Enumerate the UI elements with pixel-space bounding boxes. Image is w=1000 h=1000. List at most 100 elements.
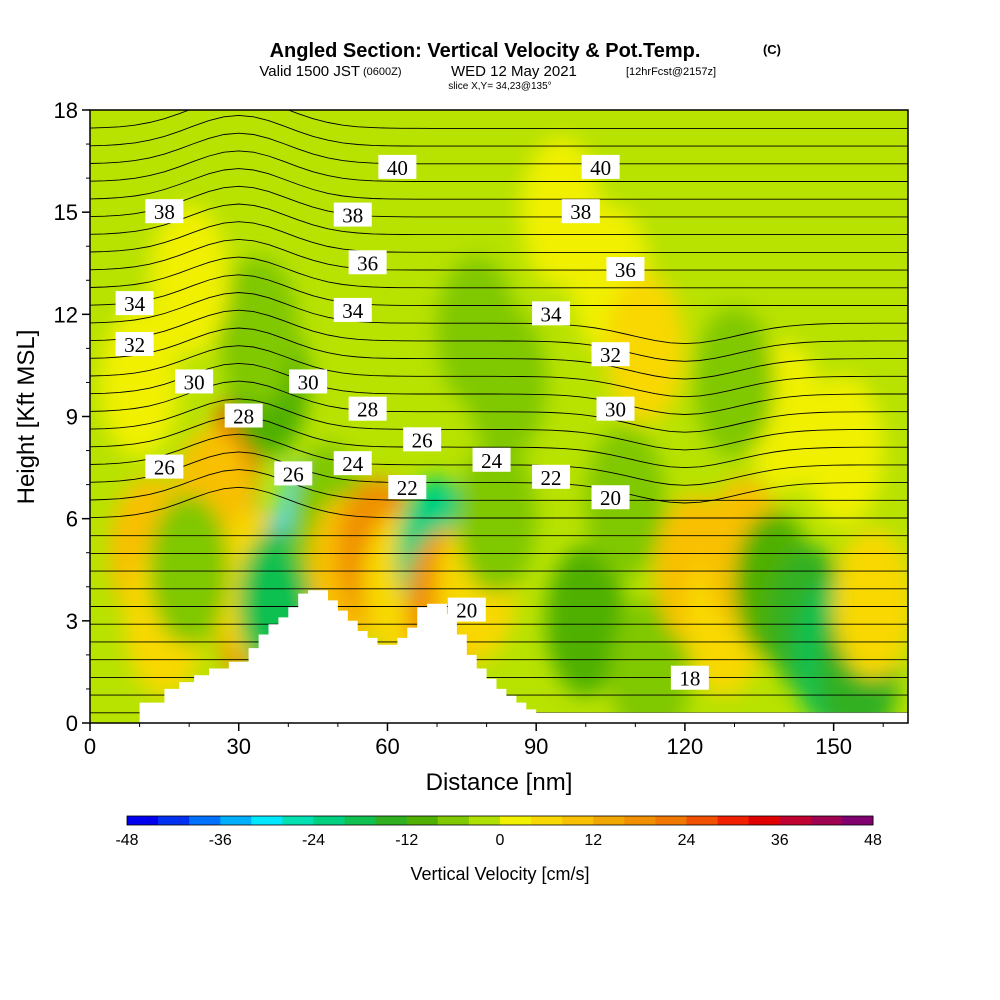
- velocity-cell-23: [520, 137, 601, 288]
- theta-contour-line-17: [90, 380, 908, 433]
- theta-contour-line-12: [90, 469, 908, 501]
- colorbar: -48 -36 -24 -12 0 12 24 36 48: [115, 815, 882, 849]
- theta-contour-line-24: [90, 256, 908, 289]
- contour-label: 34: [333, 297, 372, 323]
- theta-contour-line-18: [90, 362, 908, 415]
- contour-label: 20: [591, 485, 630, 510]
- contour-label-text: 24: [342, 452, 364, 476]
- contour-label-text: 20: [456, 599, 477, 623]
- colorbar-tick-label: 48: [864, 832, 882, 849]
- theta-contour-line-26: [90, 221, 908, 253]
- colorbar-swatch: [500, 816, 532, 825]
- colorbar-frame: [126, 815, 874, 826]
- y-tick-label: 18: [54, 98, 78, 123]
- subtitle-valid-line: Valid 1500 JST (0600Z) WED 12 May 2021 […: [259, 63, 716, 80]
- contour-label: 18: [670, 665, 709, 691]
- contour-label: 34: [532, 301, 571, 326]
- colorbar-tick-label: 0: [496, 832, 505, 849]
- colorbar-swatch: [189, 816, 221, 825]
- colorbar-swatch: [686, 816, 719, 825]
- theta-contour-line-28: [90, 185, 908, 218]
- contour-label-text: 22: [541, 466, 562, 490]
- contour-label: 40: [378, 154, 417, 180]
- contour-label-text: 34: [342, 299, 364, 323]
- x-tick-label: 120: [667, 734, 704, 759]
- contour-label-text: 36: [357, 251, 378, 275]
- contour-label-text: 24: [481, 449, 503, 473]
- contour-label-text: 34: [541, 302, 563, 326]
- theta-contour-line-22: [90, 292, 908, 345]
- colorbar-swatch: [220, 816, 252, 825]
- velocity-cell-28: [149, 494, 230, 645]
- contour-label-text: 26: [154, 456, 175, 480]
- contour-label: 40: [581, 154, 620, 180]
- x-tick-label: 0: [84, 734, 96, 759]
- contour-label: 34: [115, 291, 154, 316]
- contour-label: 38: [145, 199, 184, 224]
- contour-label-text: 22: [397, 476, 418, 500]
- y-tick-label: 9: [66, 405, 78, 430]
- contour-label-text: 38: [154, 200, 175, 224]
- theta-contour-line-19: [90, 345, 908, 398]
- contour-label: 26: [145, 454, 184, 480]
- x-tick-label: 30: [226, 734, 250, 759]
- colorbar-swatch: [158, 816, 190, 825]
- contour-label-text: 40: [387, 156, 408, 180]
- velocity-cell-18: [456, 443, 537, 594]
- contour-label-text: 26: [412, 428, 433, 452]
- colorbar-swatch: [779, 816, 812, 825]
- colorbar-swatch: [562, 816, 594, 825]
- colorbar-swatch: [344, 816, 377, 825]
- contour-label: 38: [333, 202, 372, 228]
- contour-label-text: 38: [342, 204, 363, 228]
- velocity-cell-22: [605, 273, 686, 424]
- colorbar-swatch: [655, 816, 687, 825]
- colorbar-swatch: [437, 816, 470, 825]
- contour-label-text: 30: [605, 398, 626, 422]
- theta-contour-line-33: [90, 110, 908, 129]
- colorbar-swatch: [127, 816, 159, 825]
- theta-contour-line-20: [90, 327, 908, 380]
- contour-label: 22: [388, 475, 427, 500]
- chart-title-mark: (C): [763, 42, 781, 57]
- theta-contour-line-16: [90, 398, 908, 451]
- contour-label: 28: [348, 396, 387, 422]
- y-tick-label: 12: [54, 302, 78, 327]
- subtitle-fcst: [12hrFcst@2157z]: [626, 66, 716, 78]
- theta-contour-line-13: [90, 451, 908, 504]
- velocity-cell-29: [545, 545, 626, 696]
- colorbar-swatch: [282, 816, 314, 825]
- colorbar-tick-label: 24: [678, 832, 696, 849]
- colorbar-title: Vertical Velocity [cm/s]: [410, 864, 589, 884]
- y-tick-label: 0: [66, 711, 78, 736]
- contour-label: 30: [175, 369, 214, 394]
- colorbar-tick-label: -12: [395, 832, 418, 849]
- subtitle-utc: (0600Z): [363, 66, 402, 78]
- y-axis-title: Height [Kft MSL]: [13, 330, 40, 505]
- chart-title: Angled Section: Vertical Velocity & Pot.…: [270, 40, 701, 62]
- colorbar-swatch: [593, 816, 625, 825]
- x-tick-label: 90: [524, 734, 548, 759]
- contour-label: 30: [596, 396, 635, 422]
- subtitle-date: WED 12 May 2021: [451, 63, 577, 80]
- y-tick-label: 3: [66, 609, 78, 634]
- theta-contour-line-27: [90, 203, 908, 236]
- colorbar-swatch: [841, 816, 874, 825]
- colorbar-tick-label: 36: [771, 832, 789, 849]
- theta-contour-line-30: [90, 150, 908, 182]
- contour-label: 36: [606, 257, 645, 282]
- theta-contour-line-25: [90, 238, 908, 271]
- contour-label: 26: [403, 427, 442, 452]
- colorbar-swatch: [406, 816, 439, 825]
- theta-contour-line-11: [90, 486, 908, 519]
- theta-contour-line-21: [90, 309, 908, 362]
- contour-label: 20: [447, 597, 486, 623]
- velocity-cell-39: [833, 528, 908, 679]
- contour-label: 36: [348, 250, 387, 275]
- contour-label: 28: [224, 403, 263, 429]
- contour-label: 24: [472, 447, 511, 473]
- colorbar-tick-label: 12: [584, 832, 602, 849]
- colorbar-swatch: [468, 816, 501, 825]
- contour-label-text: 28: [357, 398, 378, 422]
